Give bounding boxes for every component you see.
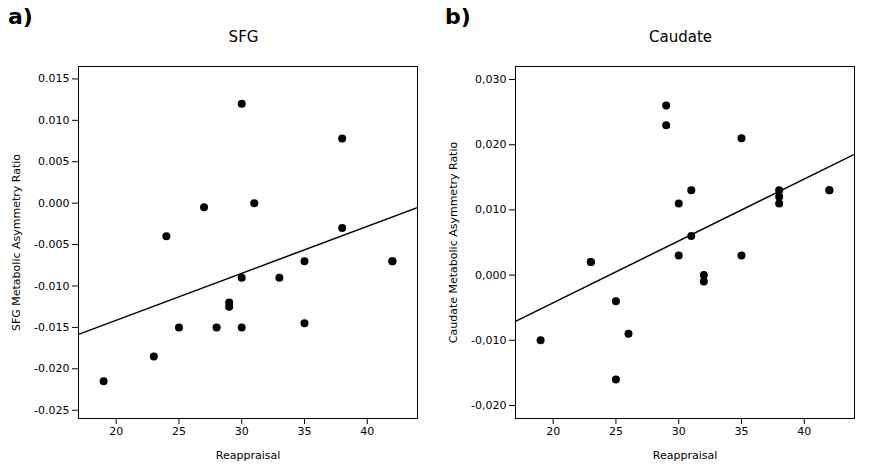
svg-text:-0.020: -0.020 (34, 362, 69, 375)
svg-text:Reappraisal: Reappraisal (216, 449, 280, 462)
svg-text:25: 25 (609, 425, 623, 438)
svg-text:-0.010: -0.010 (34, 280, 69, 293)
svg-text:-0.005: -0.005 (34, 238, 69, 251)
svg-text:35: 35 (735, 425, 749, 438)
svg-text:Caudate Metabolic Asymmetry Ra: Caudate Metabolic Asymmetry Ratio (447, 142, 460, 344)
svg-text:0,010: 0,010 (475, 203, 507, 216)
svg-text:40: 40 (797, 425, 811, 438)
svg-text:0,020: 0,020 (475, 138, 507, 151)
svg-text:0,030: 0,030 (475, 73, 507, 86)
svg-text:20: 20 (546, 425, 560, 438)
svg-text:0.005: 0.005 (38, 155, 70, 168)
html-text:a): a) (8, 4, 33, 29)
svg-text:Reappraisal: Reappraisal (653, 449, 717, 462)
svg-text:0.010: 0.010 (38, 114, 70, 127)
svg-text:-0,020: -0,020 (471, 399, 506, 412)
svg-text:-0.015: -0.015 (34, 321, 69, 334)
svg-text:30: 30 (235, 425, 249, 438)
svg-text:SFG Metabolic Asymmetry Ratio: SFG Metabolic Asymmetry Ratio (10, 154, 23, 331)
svg-text:0.015: 0.015 (38, 72, 70, 85)
svg-text:40: 40 (360, 425, 374, 438)
svg-text:25: 25 (172, 425, 186, 438)
svg-text:35: 35 (298, 425, 312, 438)
html-text:SFG: SFG (228, 28, 259, 46)
html-text:b): b) (445, 4, 471, 29)
svg-text:-0.025: -0.025 (34, 404, 69, 417)
html-text:Caudate: Caudate (649, 28, 712, 46)
svg-text:0,000: 0,000 (475, 269, 507, 282)
svg-text:30: 30 (672, 425, 686, 438)
svg-text:-0,010: -0,010 (471, 334, 506, 347)
svg-text:20: 20 (109, 425, 123, 438)
svg-text:0.000: 0.000 (38, 197, 70, 210)
